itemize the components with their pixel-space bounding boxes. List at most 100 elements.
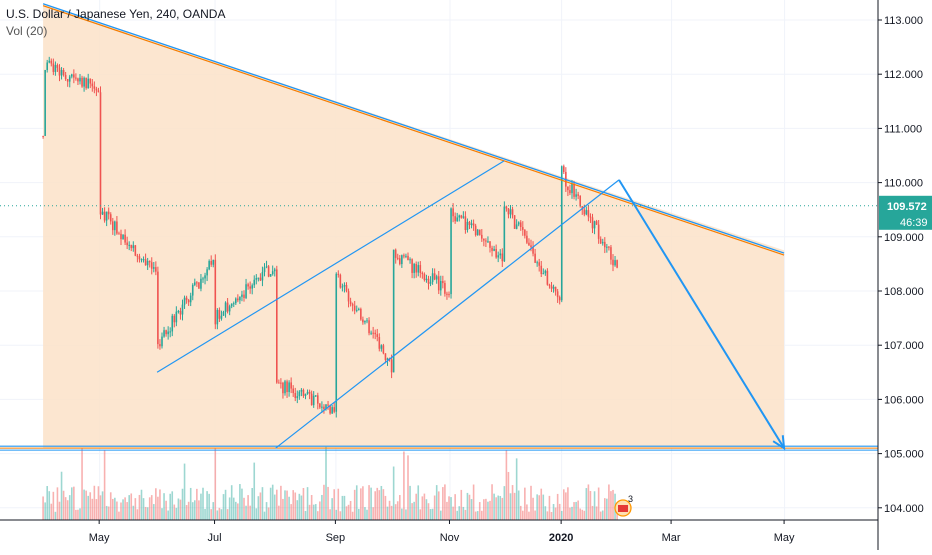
candle[interactable]	[425, 274, 428, 283]
candle[interactable]	[234, 297, 237, 306]
candle[interactable]	[458, 214, 461, 222]
candle[interactable]	[552, 284, 555, 293]
candle[interactable]	[421, 271, 424, 279]
candle[interactable]	[138, 253, 141, 263]
candle[interactable]	[152, 261, 155, 273]
candle[interactable]	[220, 310, 223, 321]
candle[interactable]	[136, 253, 139, 263]
candle[interactable]	[454, 212, 456, 224]
candle[interactable]	[331, 404, 333, 415]
candle[interactable]	[263, 263, 266, 277]
candle[interactable]	[126, 236, 128, 250]
candle[interactable]	[193, 278, 196, 287]
candle[interactable]	[159, 339, 161, 350]
candle[interactable]	[362, 316, 364, 325]
candle[interactable]	[163, 326, 165, 338]
candle[interactable]	[294, 387, 297, 402]
candle[interactable]	[282, 381, 284, 399]
candle[interactable]	[405, 253, 407, 259]
candle[interactable]	[181, 299, 184, 321]
candle[interactable]	[524, 229, 526, 239]
candle[interactable]	[54, 61, 57, 76]
candle[interactable]	[308, 389, 311, 400]
candle[interactable]	[265, 260, 268, 269]
candle[interactable]	[218, 307, 221, 323]
candle[interactable]	[370, 330, 372, 336]
candle[interactable]	[224, 301, 227, 318]
candle[interactable]	[423, 272, 426, 282]
candle[interactable]	[187, 298, 190, 306]
candle[interactable]	[499, 249, 502, 259]
candle[interactable]	[134, 244, 137, 257]
candle[interactable]	[237, 294, 239, 303]
candle[interactable]	[312, 391, 315, 408]
candle[interactable]	[124, 229, 126, 246]
candle[interactable]	[167, 326, 169, 340]
candle[interactable]	[175, 306, 178, 327]
candle[interactable]	[122, 234, 124, 240]
candle[interactable]	[79, 74, 81, 85]
triangle-shaded-area[interactable]	[43, 3, 785, 449]
candle[interactable]	[150, 257, 153, 275]
candle[interactable]	[562, 164, 565, 174]
candle[interactable]	[75, 73, 77, 81]
candle[interactable]	[93, 81, 96, 94]
candle[interactable]	[396, 253, 399, 261]
candle[interactable]	[232, 301, 235, 308]
candle[interactable]	[204, 272, 206, 285]
candle[interactable]	[450, 207, 452, 299]
candle[interactable]	[392, 249, 395, 373]
candle[interactable]	[345, 282, 348, 293]
candle[interactable]	[212, 259, 215, 268]
candle[interactable]	[58, 64, 61, 82]
candle[interactable]	[538, 258, 540, 272]
candle[interactable]	[173, 314, 176, 328]
candle[interactable]	[144, 253, 147, 266]
candle[interactable]	[327, 400, 329, 410]
candle[interactable]	[585, 206, 588, 216]
candle[interactable]	[267, 264, 270, 278]
candle[interactable]	[593, 220, 596, 235]
candle[interactable]	[261, 266, 264, 287]
candle[interactable]	[179, 307, 182, 320]
candle[interactable]	[341, 283, 344, 292]
candle[interactable]	[368, 317, 370, 336]
candle[interactable]	[157, 266, 159, 349]
candle[interactable]	[202, 276, 204, 283]
candle[interactable]	[452, 203, 454, 223]
candle[interactable]	[466, 218, 469, 233]
candle[interactable]	[230, 303, 233, 309]
candle[interactable]	[189, 292, 192, 307]
candle[interactable]	[298, 390, 301, 400]
candle[interactable]	[56, 63, 59, 72]
candle[interactable]	[349, 297, 352, 307]
candle[interactable]	[378, 333, 381, 352]
candle[interactable]	[185, 295, 188, 304]
candle[interactable]	[70, 73, 73, 79]
candle[interactable]	[409, 257, 411, 264]
candle[interactable]	[66, 78, 69, 87]
candle[interactable]	[503, 201, 506, 263]
candle[interactable]	[255, 274, 258, 285]
candle[interactable]	[269, 274, 272, 277]
candle[interactable]	[208, 259, 210, 271]
candle[interactable]	[374, 329, 376, 340]
candle[interactable]	[241, 290, 243, 302]
candle[interactable]	[601, 238, 604, 246]
candle[interactable]	[42, 135, 44, 139]
candle[interactable]	[546, 268, 549, 286]
candle[interactable]	[489, 241, 491, 253]
candle[interactable]	[286, 379, 288, 398]
candle[interactable]	[550, 281, 553, 293]
candle[interactable]	[448, 291, 450, 298]
candle[interactable]	[97, 87, 100, 93]
candle[interactable]	[476, 228, 479, 236]
candle[interactable]	[480, 229, 483, 242]
projection-arrow-shaft[interactable]	[618, 179, 785, 449]
candle[interactable]	[464, 211, 467, 234]
candle[interactable]	[462, 211, 465, 219]
candle[interactable]	[575, 188, 577, 201]
candle[interactable]	[353, 300, 356, 315]
candle[interactable]	[333, 402, 335, 414]
candle[interactable]	[306, 389, 309, 395]
